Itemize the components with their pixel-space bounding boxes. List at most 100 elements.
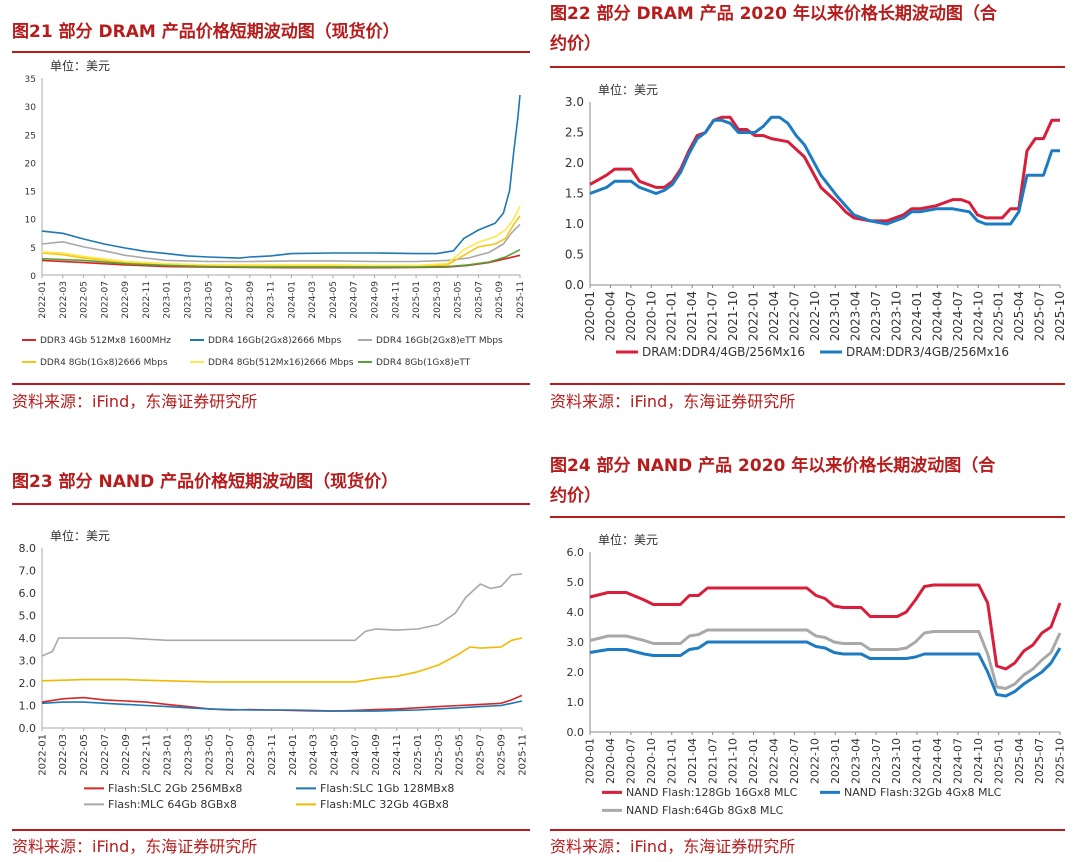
x-tick-label: 2023-04 [849, 291, 863, 341]
series-line [589, 628, 1062, 690]
x-tick-label: 2024-03 [308, 281, 318, 319]
series-line [41, 637, 523, 683]
y-tick-label: 3.0 [567, 636, 585, 649]
x-tick-label: 2022-03 [59, 281, 69, 319]
y-tick-label: 30 [25, 103, 37, 113]
source-note: 资料来源：iFind，东海证券研究所 [550, 392, 796, 411]
x-tick-label: 2023-03 [183, 734, 194, 776]
y-tick-label: 5.0 [19, 610, 37, 623]
x-tick-label: 2023-01 [829, 738, 842, 784]
x-tick-label: 2020-04 [603, 291, 617, 341]
x-tick-label: 2025-07 [474, 281, 484, 319]
x-tick-label: 2025-04 [1012, 291, 1026, 341]
y-tick-label: 8.0 [19, 542, 37, 555]
divider [12, 829, 530, 831]
chart-title-line1: 图24 部分 NAND 产品 2020 年以来价格长期波动图（合 [550, 456, 996, 476]
unit-label: 单位：美元 [50, 60, 110, 73]
x-tick-label: 2022-09 [121, 281, 131, 319]
x-tick-label: 2025-10 [1053, 291, 1067, 341]
legend-label: DDR3 4Gb 512Mx8 1600MHz [40, 336, 171, 346]
series-line [41, 94, 521, 259]
divider [12, 383, 530, 385]
series-line [41, 223, 521, 263]
y-tick-label: 3.0 [565, 95, 584, 109]
y-tick-label: 0.0 [567, 726, 585, 739]
x-tick-label: 2023-01 [828, 291, 842, 341]
legend-label: Flash:SLC 1Gb 128MBx8 [320, 782, 454, 795]
x-tick-label: 2023-09 [246, 281, 256, 319]
x-tick-label: 2024-07 [951, 738, 964, 784]
x-tick-label: 2024-01 [288, 734, 299, 776]
y-tick-label: 7.0 [19, 565, 37, 578]
y-tick-label: 1.0 [565, 217, 584, 231]
series-line [41, 205, 521, 267]
legend-label: DDR4 8Gb(1Gx8)2666 Mbps [40, 358, 168, 368]
x-tick-label: 2022-04 [768, 738, 781, 784]
chart-dram-spot: 单位：美元 0 5 10 15 20 25 30 35 2022-01 2022-03 2022-05… [22, 60, 526, 368]
x-tick-label: 2025-03 [433, 281, 443, 319]
x-tick-label: 2023-04 [849, 738, 862, 784]
y-tick-label: 15 [25, 188, 36, 198]
series-line [41, 248, 521, 268]
x-tick-label: 2023-10 [890, 291, 904, 341]
x-tick-label: 2023-07 [225, 734, 236, 776]
x-tick-label: 2024-11 [392, 734, 403, 776]
x-tick-label: 2025-07 [1033, 291, 1047, 341]
y-tick-label: 2.0 [565, 156, 584, 170]
x-tick-label: 2024-09 [371, 734, 382, 776]
unit-label: 单位：美元 [598, 82, 658, 97]
x-tick-label: 2022-07 [100, 734, 111, 776]
legend-label: DDR4 8Gb(1Gx8)eTT [376, 358, 471, 368]
x-tick-label: 2023-07 [869, 291, 883, 341]
x-tick-label: 2021-10 [727, 738, 740, 784]
series-line [41, 700, 523, 712]
y-tick-label: 6.0 [567, 546, 585, 559]
chart-dram-contract: 单位：美元 0.0 0.5 1.0 1.5 2.0 2.5 3.0 2020-01 2020-04… [565, 82, 1067, 359]
x-tick-label: 2021-10 [726, 291, 740, 341]
x-tick-label: 2024-07 [350, 734, 361, 776]
x-tick-label: 2025-11 [516, 281, 526, 319]
x-tick-label: 2023-05 [204, 281, 214, 319]
divider [12, 503, 530, 505]
x-tick-label: 2022-05 [80, 281, 90, 319]
x-tick-label: 2023-07 [225, 281, 235, 319]
x-tick-label: 2020-04 [604, 738, 617, 784]
x-tick-label: 2022-05 [79, 734, 90, 776]
x-tick-label: 2025-05 [454, 281, 464, 319]
x-tick-label: 2023-07 [870, 738, 883, 784]
x-tick-label: 2024-07 [350, 281, 360, 319]
legend-label: DDR4 8Gb(512Mx16)2666 Mbps [208, 358, 354, 368]
x-tick-label: 2025-10 [1054, 738, 1067, 784]
legend-label: Flash:MLC 64Gb 8GBx8 [108, 798, 237, 811]
divider [550, 516, 1065, 518]
chart-title-line2: 约价） [550, 34, 601, 54]
source-note: 资料来源：iFind，东海证券研究所 [12, 837, 258, 856]
y-tick-label: 25 [25, 131, 36, 141]
x-tick-label: 2025-07 [476, 734, 487, 776]
y-tick-label: 1.0 [19, 700, 37, 713]
x-tick-label: 2022-09 [121, 734, 132, 776]
x-tick-label: 2025-09 [495, 281, 505, 319]
y-tick-label: 5.0 [567, 576, 585, 589]
source-note: 资料来源：iFind，东海证券研究所 [550, 837, 796, 856]
x-tick-label: 2022-07 [787, 291, 801, 341]
y-tick-label: 0.0 [565, 278, 584, 292]
x-tick-label: 2022-01 [37, 734, 48, 776]
y-tick-label: 1.0 [567, 696, 585, 709]
divider [550, 383, 1065, 385]
x-tick-label: 2024-05 [330, 734, 341, 776]
series-line [589, 583, 1062, 671]
x-tick-label: 2023-11 [267, 281, 277, 319]
y-tick-label: 2.0 [19, 677, 37, 690]
panel-nand-contract: 图24 部分 NAND 产品 2020 年以来价格长期波动图（合 约价） 单位：… [550, 440, 1070, 862]
series-line [589, 640, 1062, 698]
x-tick-label: 2020-07 [624, 291, 638, 341]
y-tick-label: 1.5 [565, 187, 584, 201]
x-tick-label: 2023-10 [890, 738, 903, 784]
y-tick-label: 0.0 [19, 722, 37, 735]
chart-title: 图23 部分 NAND 产品价格短期波动图（现货价） [12, 472, 399, 492]
x-tick-label: 2022-01 [746, 291, 760, 341]
panel-nand-spot: 图23 部分 NAND 产品价格短期波动图（现货价） 单位：美元 0.0 1.0 2.… [12, 440, 532, 862]
x-tick-label: 2021-01 [665, 738, 678, 784]
divider [550, 829, 1065, 831]
